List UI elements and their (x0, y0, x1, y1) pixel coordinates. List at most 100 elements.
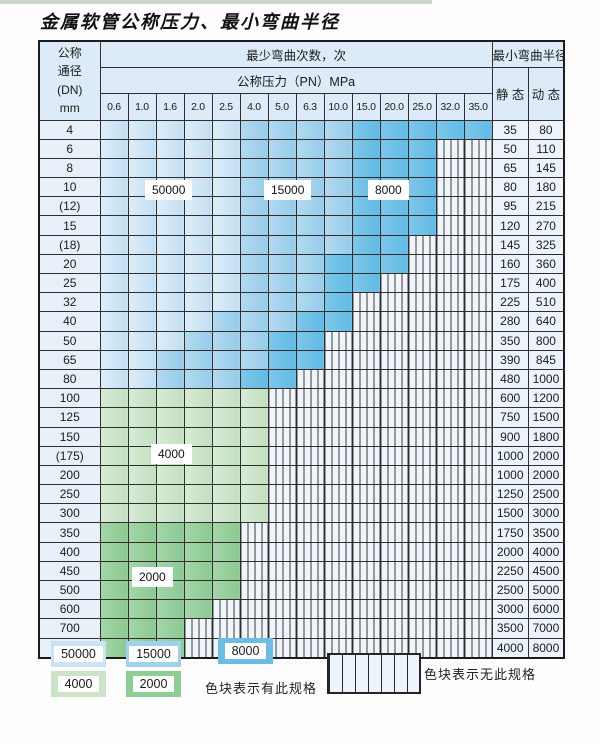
pressure-col-header: 20.0 (379, 92, 409, 121)
table-row: 8 65 145 (38, 157, 565, 179)
pressure-col-header: 5.0 (267, 92, 297, 121)
no-spec-cell (407, 388, 437, 409)
spec-cell (211, 407, 241, 428)
spec-cell (239, 215, 269, 236)
spec-cell (99, 196, 129, 217)
spec-cell (239, 464, 269, 486)
static-value-cell: 750 (491, 407, 529, 428)
spec-cell (183, 407, 213, 428)
spec-cell (183, 215, 213, 236)
header-static: 静 态 (491, 66, 529, 121)
no-spec-cell (463, 599, 493, 620)
spec-cell (127, 407, 157, 428)
no-spec-cell (435, 138, 465, 159)
dynamic-value-cell: 110 (527, 138, 565, 159)
no-spec-cell (463, 272, 493, 294)
spec-cell (211, 119, 241, 140)
no-spec-cell (379, 560, 409, 582)
spec-cell (239, 349, 269, 370)
table-row: 15 120 270 (38, 215, 565, 236)
spec-cell (127, 330, 157, 351)
spec-cell (407, 157, 437, 179)
spec-cell (295, 349, 325, 370)
no-spec-cell (407, 503, 437, 524)
no-spec-cell (379, 330, 409, 351)
no-spec-cell (407, 368, 437, 390)
dynamic-value-cell: 4500 (527, 560, 565, 582)
spec-cell (155, 272, 185, 294)
spec-cell (211, 253, 241, 275)
no-spec-cell (407, 253, 437, 275)
legend-item: 2000 (126, 671, 181, 697)
spec-cell (239, 407, 269, 428)
no-spec-cell (407, 599, 437, 620)
static-value-cell: 1000 (491, 464, 529, 486)
no-spec-cell (463, 637, 493, 659)
spec-cell (351, 119, 381, 140)
spec-cell (99, 522, 129, 543)
dn-cell: 65 (38, 349, 101, 370)
no-spec-cell (323, 349, 353, 370)
spec-cell (155, 330, 185, 351)
static-value-cell: 4000 (491, 637, 529, 659)
spec-cell (99, 637, 129, 659)
spec-cell (211, 541, 241, 562)
no-spec-cell (407, 272, 437, 294)
no-spec-cell (267, 484, 297, 505)
spec-cell (267, 234, 297, 255)
legend-item: 4000 (51, 671, 106, 697)
no-spec-cell (407, 522, 437, 543)
spec-cell (127, 272, 157, 294)
pressure-col-header: 6.3 (295, 92, 325, 121)
no-spec-cell (351, 407, 381, 428)
spec-cell (155, 388, 185, 409)
no-spec-cell (379, 311, 409, 332)
no-spec-cell (463, 196, 493, 217)
static-value-cell: 65 (491, 157, 529, 179)
spec-cell (183, 484, 213, 505)
header-cycles-title: 最少弯曲次数，次 (99, 40, 493, 68)
table-row: 65 390 845 (38, 349, 565, 370)
static-value-cell: 120 (491, 215, 529, 236)
no-spec-cell (379, 484, 409, 505)
static-value-cell: 225 (491, 292, 529, 313)
no-spec-cell (295, 464, 325, 486)
spec-cell (239, 368, 269, 390)
table-row: 400 2000 4000 (38, 541, 565, 562)
static-value-cell: 160 (491, 253, 529, 275)
no-spec-cell (435, 464, 465, 486)
spec-cell (267, 349, 297, 370)
spec-cell (127, 292, 157, 313)
pressure-col-header: 35.0 (463, 92, 493, 121)
spec-cell (295, 253, 325, 275)
pressure-col-header: 1.6 (155, 92, 185, 121)
spec-cell (295, 138, 325, 159)
spec-cell (99, 349, 129, 370)
dynamic-value-cell: 510 (527, 292, 565, 313)
dynamic-value-cell: 845 (527, 349, 565, 370)
no-spec-cell (379, 407, 409, 428)
table-body: 4 35 80 6 50 110 8 65 145 10 80 180 (12) 95 215 15 120 27… (38, 119, 565, 659)
static-value-cell: 900 (491, 426, 529, 447)
dynamic-value-cell: 325 (527, 234, 565, 255)
no-spec-cell (463, 388, 493, 409)
spec-cell (211, 349, 241, 370)
table-row: 100 600 1200 (38, 388, 565, 409)
no-spec-cell (435, 503, 465, 524)
spec-cell (267, 253, 297, 275)
dn-cell: 600 (38, 599, 101, 620)
dynamic-value-cell: 1200 (527, 388, 565, 409)
no-spec-cell (239, 618, 269, 639)
no-spec-cell (211, 599, 241, 620)
header-dn: 公称 通径 (DN) mm (38, 40, 101, 121)
spec-cell (183, 368, 213, 390)
spec-cell (211, 579, 241, 601)
no-spec-cell (407, 541, 437, 562)
static-value-cell: 480 (491, 368, 529, 390)
spec-cell (267, 311, 297, 332)
spec-cell (127, 484, 157, 505)
no-spec-cell (407, 234, 437, 255)
spec-cell (99, 272, 129, 294)
spec-cell (211, 234, 241, 255)
spec-cell (127, 215, 157, 236)
